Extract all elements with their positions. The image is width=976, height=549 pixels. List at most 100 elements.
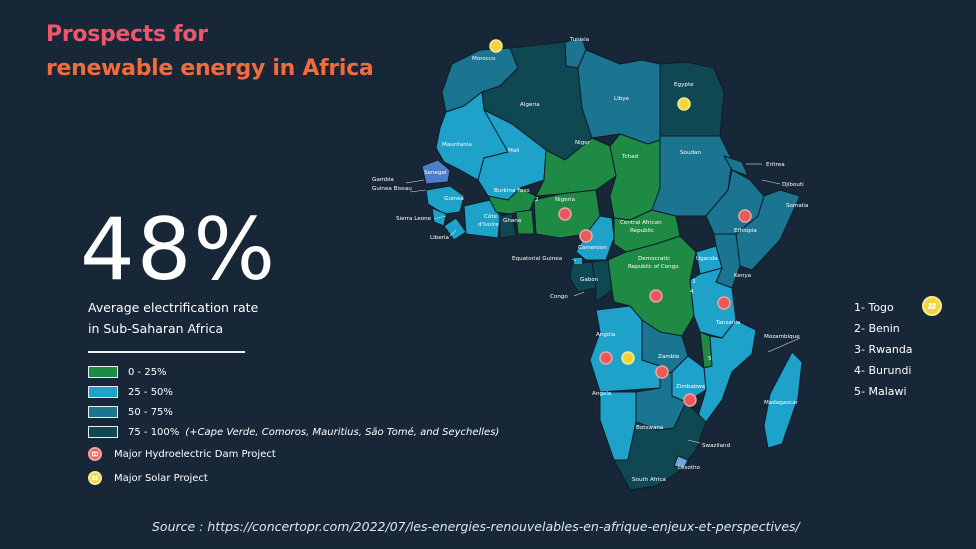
label-ghana: Ghana	[503, 218, 521, 224]
region-tchad	[609, 133, 661, 221]
label-tchad: Tchad	[621, 154, 639, 160]
legend-label: 75 - 100%	[128, 426, 180, 438]
label-mali: Mali	[508, 148, 520, 154]
label-niger: Niger	[575, 140, 591, 146]
dam-icon	[88, 447, 102, 461]
divider	[88, 351, 245, 353]
label-tunisia: Tunisia	[569, 37, 589, 43]
legend-label: Major Solar Project	[114, 472, 208, 484]
title-line-2: renewable energy in Africa	[46, 56, 374, 81]
dam-icon	[558, 207, 572, 221]
numbered-country: 1- Togo	[854, 301, 894, 314]
source-citation: Source : https://concertopr.com/2022/07/…	[152, 519, 800, 534]
label-drc-2: Republic of Congo	[628, 264, 679, 270]
label-gambia: Gambia	[372, 177, 394, 183]
region-somalia	[735, 189, 801, 271]
caption-line-2: in Sub-Saharan Africa	[88, 321, 224, 336]
region-cote-divoire	[463, 199, 501, 239]
region-niger	[535, 137, 617, 197]
label-num-3: 3	[692, 279, 696, 285]
electrification-rate-value: 48%	[80, 200, 278, 300]
label-djibouti: Djibouti	[782, 182, 804, 188]
label-nigeria: Nigeria	[555, 197, 575, 203]
region-togo-benin	[515, 209, 535, 235]
region-guinea	[425, 185, 465, 215]
label-guinea-bissau: Guinea Bissau	[372, 186, 412, 192]
dam-icon-group	[558, 207, 752, 407]
label-swaziland: Swaziland	[702, 443, 731, 449]
legend-label: 0 - 25%	[128, 366, 167, 378]
dam-icon	[738, 209, 752, 223]
legend-swatch	[88, 386, 118, 398]
solar-panel-icon	[922, 296, 942, 316]
numbered-country-list: 1- Togo 2- Benin 3- Rwanda 4- Burundi 5-…	[854, 297, 913, 402]
label-num-4: 4	[690, 289, 694, 295]
label-algeria: Algeria	[520, 102, 540, 108]
label-mozambique: Mozambique	[764, 334, 800, 340]
solar-panel-icon-group	[489, 39, 691, 365]
label-drc-1: Democratic	[638, 256, 670, 262]
label-south-africa: South Africa	[632, 477, 666, 483]
legend-item-25-50: 25 - 50%	[88, 382, 173, 402]
numbered-country: 2- Benin	[854, 322, 900, 335]
label-eritrea: Eritrea	[766, 162, 785, 168]
label-botswana: Botswana	[636, 425, 663, 431]
numbered-country: 4- Burundi	[854, 364, 912, 377]
region-equatorial-guinea	[574, 258, 582, 264]
legend-item-0-25: 0 - 25%	[88, 362, 167, 382]
label-egypte: Egypte	[674, 82, 694, 88]
caption-line-1: Average electrification rate	[88, 300, 259, 315]
label-burkina-faso: Burkina Faso	[494, 188, 530, 194]
label-madagascar: Madagascar	[764, 400, 799, 406]
label-uganda: Uganda	[696, 256, 718, 262]
label-senegal: Senegal	[424, 170, 447, 176]
solar-panel-icon	[621, 351, 635, 365]
legend-label: 50 - 75%	[128, 406, 173, 418]
africa-map: Tunisia Morocco Algeria Libye Egypte Mau…	[372, 37, 808, 491]
label-car-1: Central African	[620, 220, 662, 226]
label-cote-divoire-2: d'Ivoire	[478, 222, 499, 228]
region-gabon	[569, 261, 597, 293]
dam-icon	[655, 365, 669, 379]
numbered-country: 3- Rwanda	[854, 343, 913, 356]
solar-panel-icon	[88, 471, 102, 485]
region-south-africa	[613, 401, 707, 491]
label-morocco: Morocco	[472, 56, 496, 62]
label-congo: Congo	[550, 294, 568, 300]
region-senegal	[421, 159, 451, 185]
dam-icon	[717, 296, 731, 310]
legend-label: Major Hydroelectric Dam Project	[114, 448, 276, 460]
label-lesotho: Lesotho	[678, 465, 701, 471]
dam-icon	[579, 229, 593, 243]
region-eritrea	[723, 155, 749, 177]
label-cote-divoire-1: Côte	[484, 213, 498, 220]
label-somalia: Somalia	[786, 203, 808, 209]
label-num-5: 5	[708, 356, 712, 362]
dam-icon	[599, 351, 613, 365]
dam-icon	[649, 289, 663, 303]
label-car-2: Republic	[630, 228, 654, 234]
label-kenya: Kenya	[734, 273, 751, 279]
label-equatorial-guinea: Equatorial Guinea	[512, 256, 562, 262]
region-burkina-faso	[487, 187, 537, 215]
label-mauritania: Mauritania	[442, 142, 472, 148]
solar-panel-icon	[489, 39, 503, 53]
label-libye: Libye	[614, 96, 630, 102]
region-drc	[607, 235, 697, 337]
legend-label: 25 - 50%	[128, 386, 173, 398]
label-guinea: Guinea	[444, 196, 464, 202]
label-ethiopia: Ethiopia	[734, 228, 757, 234]
region-cameroon	[575, 215, 615, 261]
label-cameroon: Cameroon	[578, 245, 607, 251]
legend-note: (+Cape Verde, Comoros, Mauritius, São To…	[185, 426, 500, 438]
label-num-2: 2	[535, 197, 539, 203]
label-zambie: Zambie	[658, 354, 680, 360]
region-ghana	[499, 213, 517, 239]
dam-icon	[683, 393, 697, 407]
legend-swatch	[88, 406, 118, 418]
label-liberia: Liberia	[430, 235, 449, 241]
legend-item-50-75: 50 - 75%	[88, 402, 173, 422]
legend-item-solar: Major Solar Project	[88, 468, 208, 488]
region-madagascar	[763, 351, 803, 449]
label-gabon: Gabon	[580, 277, 599, 283]
